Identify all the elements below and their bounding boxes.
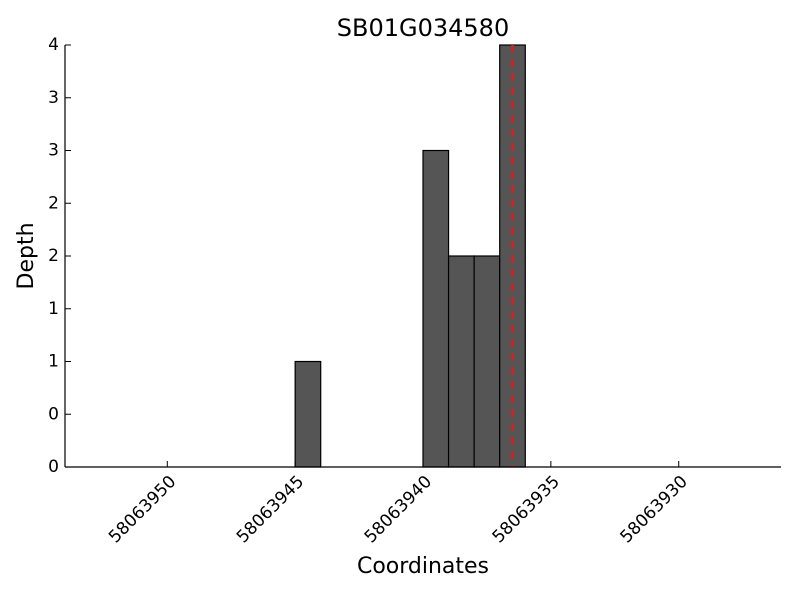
x-tick-label: 58063950	[105, 472, 180, 547]
x-tick-label: 58063930	[616, 472, 691, 547]
y-tick-label: 4	[48, 35, 59, 55]
y-tick-label: 1	[48, 299, 59, 319]
chart-title: SB01G034580	[337, 14, 509, 42]
bar	[422, 149, 450, 468]
y-tick-label: 1	[48, 352, 59, 372]
x-tick-label: 58063935	[489, 472, 564, 547]
x-tick-label: 58063945	[233, 472, 308, 547]
y-tick-label: 0	[48, 404, 59, 424]
y-tick-label: 3	[48, 141, 59, 161]
x-axis-label: Coordinates	[357, 554, 489, 579]
bar	[473, 255, 501, 468]
bar	[294, 360, 322, 468]
y-tick-label: 2	[48, 193, 59, 213]
y-tick-label: 3	[48, 88, 59, 108]
bar	[447, 255, 475, 468]
y-axis-label: Depth	[14, 222, 39, 289]
y-tick-label: 2	[48, 246, 59, 266]
y-tick-label: 0	[48, 457, 59, 477]
x-tick-label: 58063940	[361, 472, 436, 547]
